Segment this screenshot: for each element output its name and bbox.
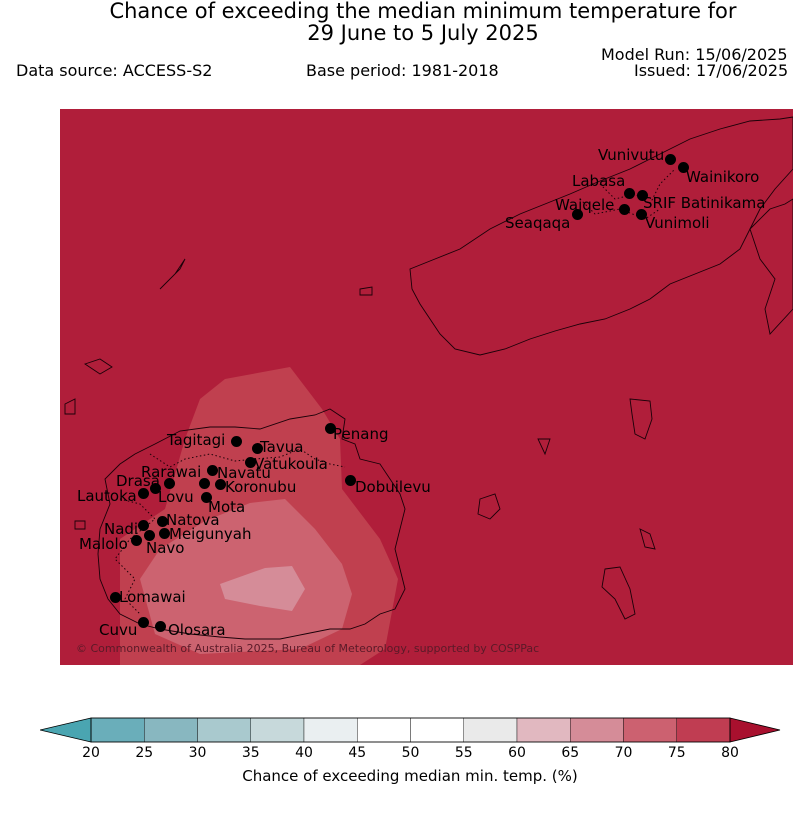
town-marker-natova: [156, 515, 168, 527]
town-marker-navo: [143, 529, 155, 541]
town-marker-seaqaqa: [571, 208, 583, 220]
town-marker-cuvu: [137, 616, 149, 628]
colorbar-tick-label: 60: [508, 745, 526, 761]
town-label-tagitagi: Tagitagi: [167, 431, 226, 449]
chart-title-line1: Chance of exceeding the median minimum t…: [109, 0, 737, 23]
town-label-navo: Navo: [146, 539, 185, 557]
colorbar-tick-label: 30: [188, 745, 207, 761]
base-period-text: Base period: 1981-2018: [306, 61, 499, 80]
town-label-nadi: Nadi: [104, 520, 139, 538]
town-marker-srif-batinikama: [636, 189, 648, 201]
town-marker-lomawai: [109, 591, 121, 603]
town-marker-waiqele: [618, 203, 630, 215]
town-marker-mota: [200, 491, 212, 503]
colorbar: [40, 717, 781, 743]
town-marker-navatu: [198, 477, 210, 489]
town-label-vunivutu: Vunivutu: [598, 146, 665, 164]
colorbar-tick-label: 75: [667, 745, 686, 761]
coastlines: [64, 116, 793, 640]
colorbar-segment: [90, 717, 145, 743]
town-marker-vatukoula: [244, 456, 256, 468]
colorbar-segment: [516, 717, 571, 743]
colorbar-segment: [570, 717, 624, 743]
town-label-seaqaqa: Seaqaqa: [505, 214, 571, 232]
contour-60-region: [220, 566, 305, 611]
town-label-waiqele: Waiqele: [555, 196, 615, 214]
town-label-natova: Natova: [166, 511, 220, 529]
colorbar-segment: [197, 717, 251, 743]
town-marker-drasa: [163, 477, 175, 489]
colorbar-segment: [144, 717, 198, 743]
colorbar-tick-label: 25: [135, 745, 154, 761]
town-label-wainikoro: Wainikoro: [686, 168, 760, 186]
colorbar-tick-label: 45: [348, 745, 367, 761]
town-label-vunimoli: Vunimoli: [645, 214, 710, 232]
model-run-text: Model Run: 15/06/2025: [601, 45, 788, 64]
map-panel: © Commonwealth of Australia 2025, Bureau…: [60, 109, 793, 665]
colorbar-segment: [676, 717, 731, 743]
town-marker-tavua: [251, 442, 263, 454]
town-label-cuvu: Cuvu: [99, 621, 138, 639]
town-label-vatukoula: Vatukoula: [254, 455, 328, 473]
town-label-navatu: Navatu: [217, 464, 271, 482]
town-label-labasa: Labasa: [572, 172, 626, 190]
town-marker-vunivutu: [664, 153, 676, 165]
town-marker-vunimoli: [635, 208, 647, 220]
town-label-drasa: Drasa: [116, 472, 160, 490]
colorbar-tick-label: 70: [614, 745, 633, 761]
town-marker-meigunyah: [158, 527, 170, 539]
colorbar-segment: [250, 717, 305, 743]
town-label-dobuilevu: Dobuilevu: [355, 478, 431, 496]
colorbar-tick-label: 20: [82, 745, 100, 761]
town-marker-olosara: [154, 620, 166, 632]
town-label-malolo: Malolo: [79, 535, 128, 553]
colorbar-segment: [357, 717, 411, 743]
town-label-tavua: Tavua: [260, 438, 304, 456]
town-marker-rarawai: [206, 464, 218, 476]
colorbar-label: Chance of exceeding median min. temp. (%…: [242, 767, 578, 785]
town-marker-labasa: [623, 187, 635, 199]
colorbar-tick-label: 80: [721, 745, 739, 761]
colorbar-over-arrow: [729, 717, 781, 743]
town-label-lomawai: Lomawai: [119, 588, 186, 606]
colorbar-frame: [90, 717, 731, 743]
town-label-lovu: Lovu: [158, 488, 194, 506]
colorbar-tick-label: 55: [454, 745, 473, 761]
town-marker-dobuilevu: [344, 474, 356, 486]
colorbar-tick-label: 40: [295, 745, 313, 761]
colorbar-segment: [410, 717, 464, 743]
town-label-meigunyah: Meigunyah: [169, 525, 252, 543]
town-label-srif-batinikama: SRIF Batinikama: [643, 194, 766, 212]
colorbar-segment: [623, 717, 677, 743]
copyright-text: © Commonwealth of Australia 2025, Bureau…: [76, 642, 540, 655]
town-marker-nadi: [137, 519, 149, 531]
colorbar-tick-label: 65: [561, 745, 580, 761]
issued-text: Issued: 17/06/2025: [634, 61, 789, 80]
colorbar-segments: [90, 717, 731, 743]
map-svg: [64, 116, 793, 665]
town-label-penang: Penang: [333, 425, 389, 443]
town-label-rarawai: Rarawai: [141, 463, 202, 481]
town-label-lautoka: Lautoka: [77, 487, 137, 505]
colorbar-tick-label: 50: [401, 745, 420, 761]
colorbar-under-arrow: [40, 717, 92, 743]
town-marker-penang: [324, 422, 336, 434]
town-marker-koronubu: [214, 478, 226, 490]
town-marker-lautoka: [137, 487, 149, 499]
town-marker-tagitagi: [230, 435, 242, 447]
town-marker-lovu: [149, 482, 161, 494]
town-label-mota: Mota: [208, 498, 246, 516]
colorbar-segment: [303, 717, 358, 743]
chart-title-line2: 29 June to 5 July 2025: [307, 21, 539, 45]
town-label-olosara: Olosara: [168, 621, 226, 639]
town-marker-wainikoro: [677, 161, 689, 173]
colorbar-segment: [463, 717, 518, 743]
town-label-koronubu: Koronubu: [225, 478, 297, 496]
town-marker-malolo: [130, 534, 142, 546]
data-source-text: Data source: ACCESS-S2: [16, 61, 213, 80]
colorbar-tick-label: 35: [241, 745, 260, 761]
